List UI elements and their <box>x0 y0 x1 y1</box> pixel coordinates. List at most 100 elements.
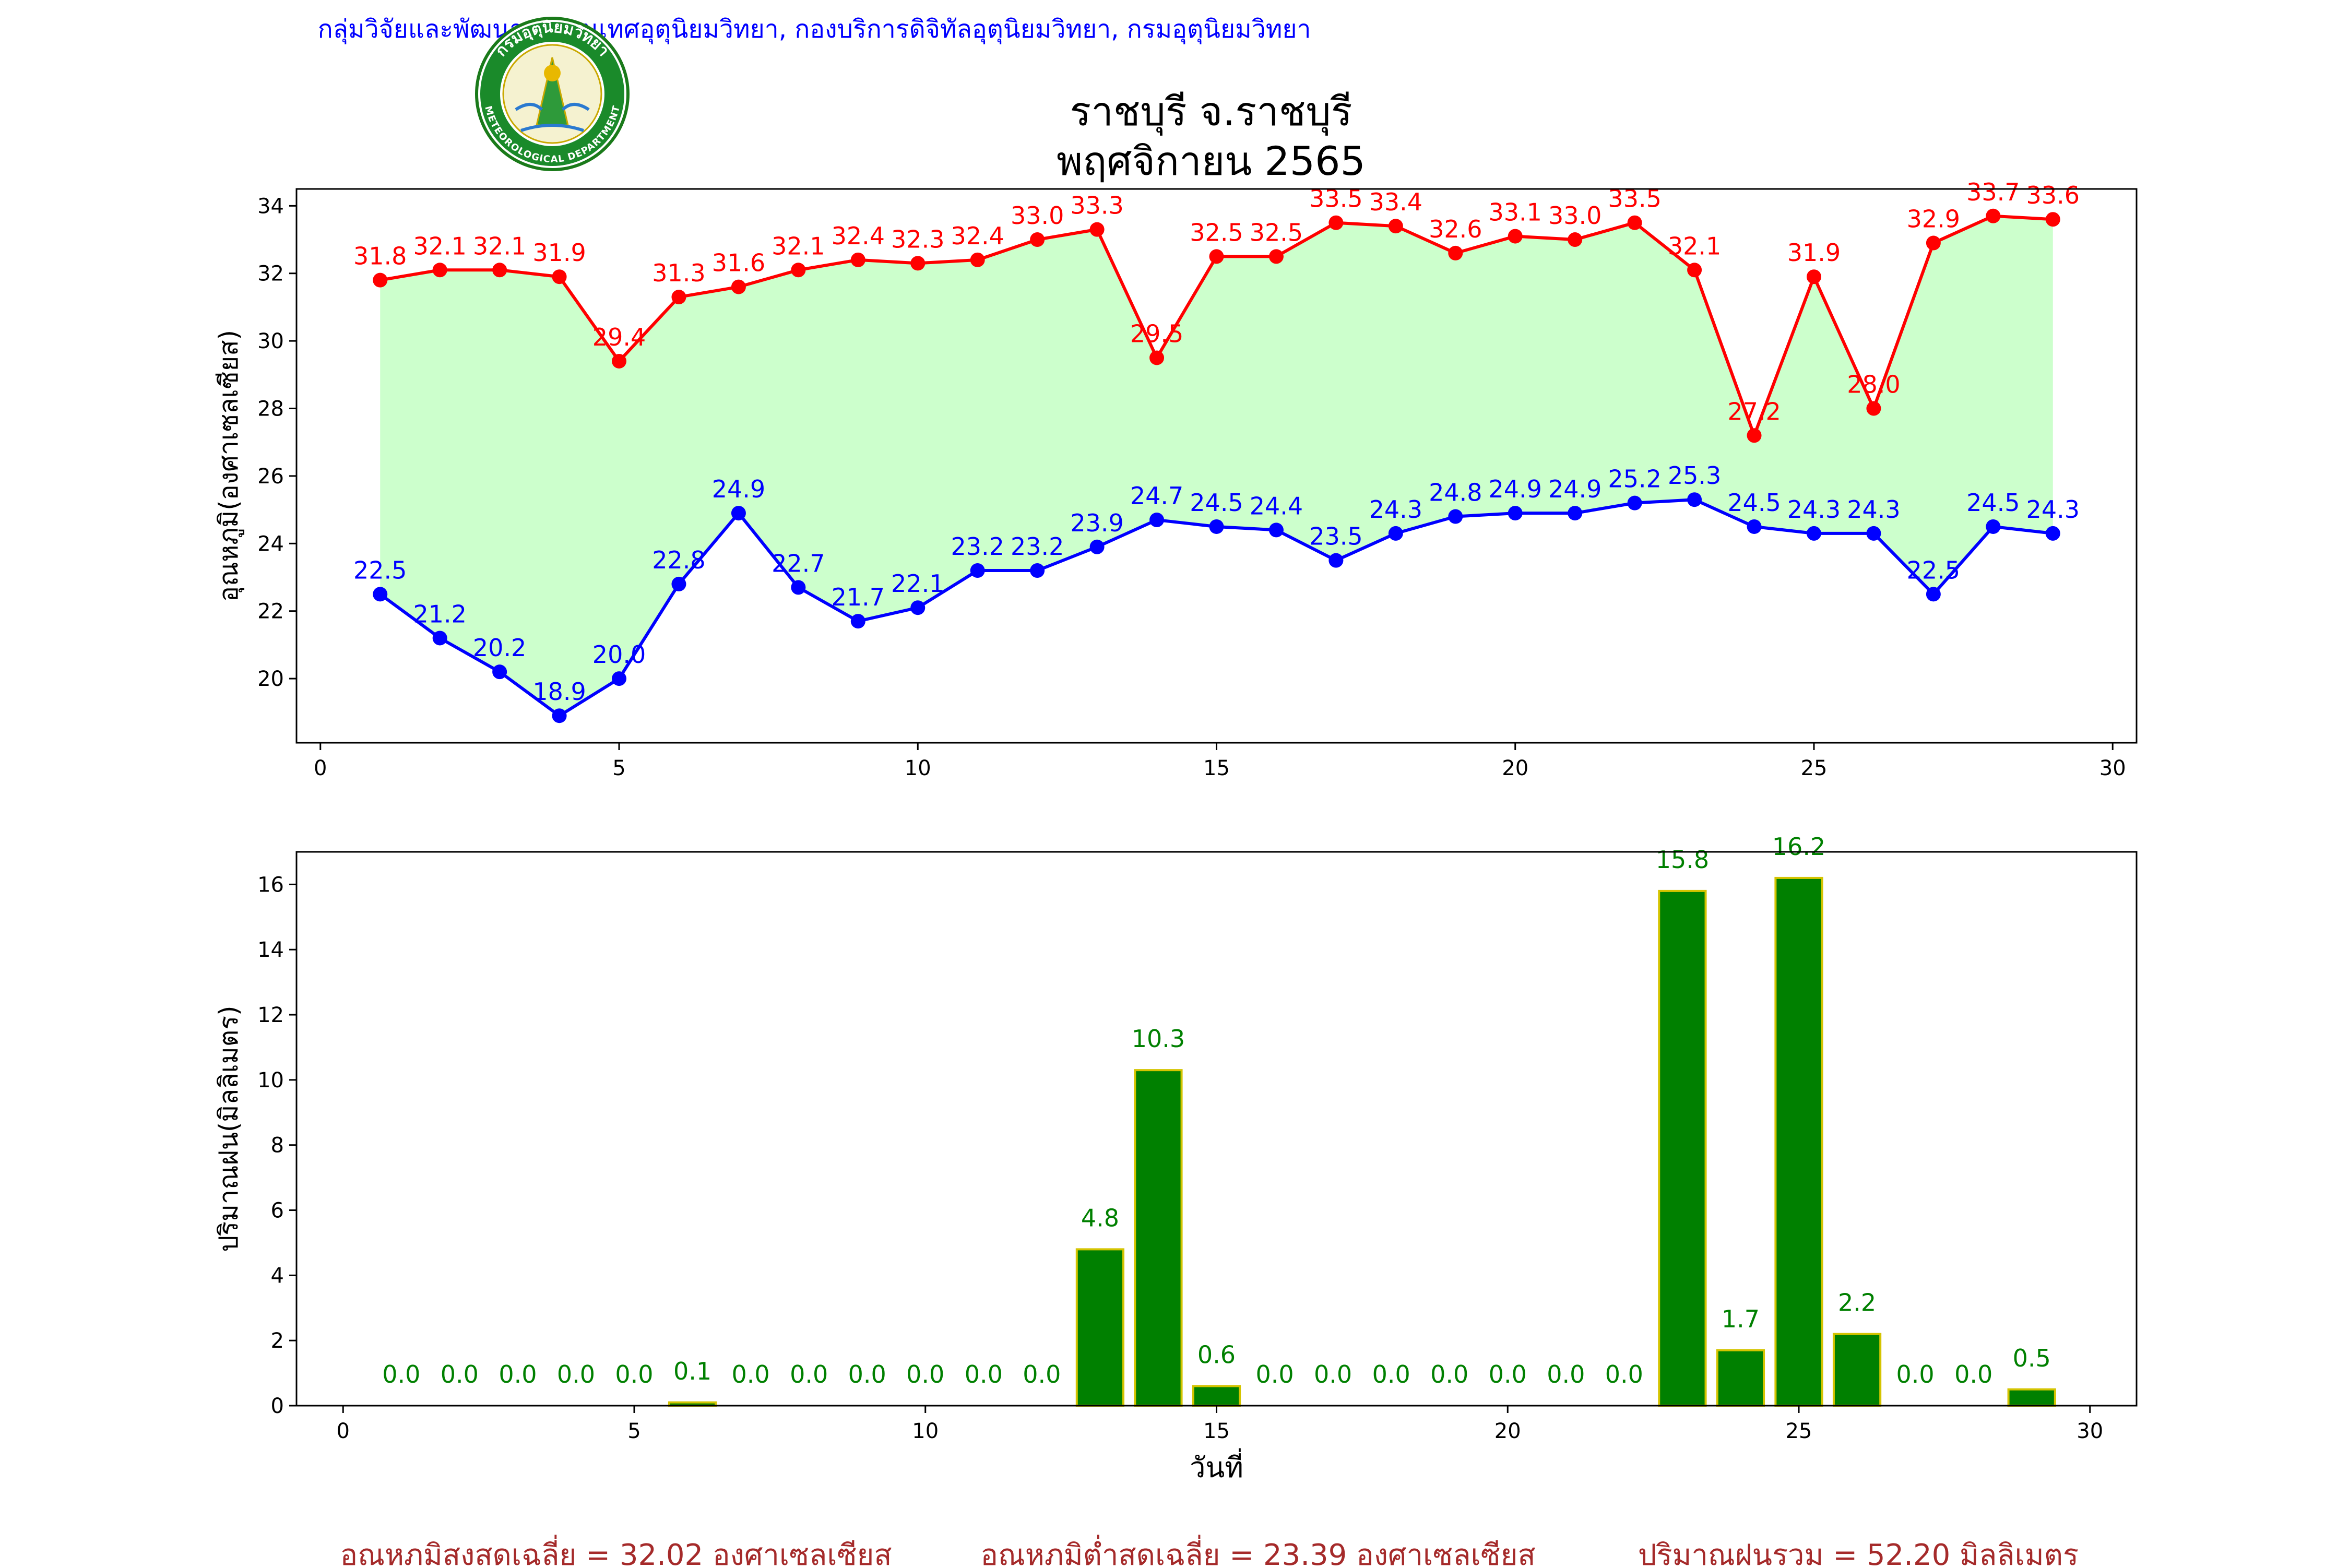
rain-bar-label: 0.0 <box>382 1360 420 1388</box>
temp-min-label: 23.2 <box>1011 532 1064 561</box>
rain-y-tick-label: 6 <box>271 1199 284 1223</box>
temp-y-tick-label: 22 <box>257 600 284 624</box>
rain-y-tick-label: 8 <box>271 1134 284 1158</box>
temp-max-point <box>970 252 985 267</box>
temp-min-label: 24.9 <box>1548 475 1601 503</box>
temp-min-point <box>2045 526 2060 541</box>
rain-x-tick-label: 20 <box>1494 1419 1521 1443</box>
temp-max-label: 32.1 <box>1668 232 1721 260</box>
temp-min-point <box>1747 519 1762 534</box>
temp-max-point <box>1448 245 1463 260</box>
temp-max-point <box>2045 212 2060 227</box>
temp-min-label: 22.5 <box>1907 556 1960 584</box>
temp-min-label: 24.5 <box>1966 489 2020 517</box>
rain-x-tick-label: 25 <box>1786 1419 1812 1443</box>
temp-min-point <box>1508 506 1523 521</box>
temp-min-label: 22.5 <box>353 556 407 584</box>
summary-avg-min: อุณหภูมิต่ำสุดเฉลี่ย = 23.39 องศาเซลเซีย… <box>980 1535 1535 1566</box>
rain-bar <box>1716 1349 1765 1407</box>
temp-max-point <box>850 252 865 267</box>
temp-min-label: 24.3 <box>1847 495 1900 524</box>
temp-max-label: 33.4 <box>1369 188 1422 216</box>
temp-min-label: 23.9 <box>1070 509 1123 537</box>
temp-max-point <box>1627 215 1642 230</box>
temp-min-label: 23.5 <box>1309 522 1362 551</box>
temp-min-label: 24.8 <box>1429 479 1482 507</box>
temp-max-label: 31.9 <box>1787 239 1841 267</box>
temp-max-label: 32.4 <box>951 222 1004 250</box>
temp-max-label: 32.5 <box>1250 218 1303 246</box>
temp-max-point <box>1568 232 1583 247</box>
temp-min-point <box>850 614 865 629</box>
rain-y-tick-label: 2 <box>271 1329 284 1353</box>
temp-max-point <box>731 279 746 294</box>
rain-x-tick-label: 5 <box>627 1419 640 1443</box>
temp-max-point <box>432 263 447 278</box>
rain-bar-label: 0.0 <box>790 1360 828 1388</box>
temp-min-label: 24.3 <box>1787 495 1841 524</box>
rain-x-tick-label: 0 <box>337 1419 350 1443</box>
rain-bar-label: 0.0 <box>1430 1360 1468 1388</box>
temp-max-label: 28.0 <box>1847 371 1900 399</box>
rain-bar-label: 0.0 <box>557 1360 595 1388</box>
temp-x-tick-label: 15 <box>1203 756 1230 780</box>
meteorological-department-logo: กรมอุตุนิยมวิทยา METEOROLOGICAL DEPARTME… <box>475 17 630 171</box>
temp-min-point <box>1149 513 1165 528</box>
rain-bar <box>1658 889 1707 1407</box>
temp-x-tick-label: 20 <box>1502 756 1528 780</box>
temp-max-point <box>1747 428 1762 443</box>
rainfall-chart: 0.0 0.0 0.0 0.0 0.0 0.1 0.0 0.0 0.0 0.0 0.0 0.0 4.8 1… <box>213 833 2138 1484</box>
temp-min-point <box>970 563 985 578</box>
rain-bar-label: 0.0 <box>906 1360 944 1388</box>
temp-max-label: 31.9 <box>532 239 586 267</box>
temp-min-label: 18.9 <box>532 678 586 706</box>
temp-min-label: 24.7 <box>1130 482 1183 510</box>
rain-y-tick-label: 10 <box>257 1068 284 1092</box>
temp-min-point <box>1926 587 1941 602</box>
temp-min-label: 22.8 <box>652 546 705 574</box>
temp-min-label: 24.5 <box>1190 489 1243 517</box>
temp-max-label: 32.3 <box>891 225 944 253</box>
rain-bar-label: 0.0 <box>1314 1360 1352 1388</box>
temp-min-point <box>910 600 926 615</box>
temp-max-label: 31.6 <box>712 249 765 277</box>
temp-min-label: 22.7 <box>772 549 825 577</box>
rain-bar-label: 0.0 <box>1489 1360 1527 1388</box>
temp-min-label: 24.3 <box>2026 495 2080 524</box>
temp-max-point <box>791 263 806 278</box>
rain-x-tick-label: 15 <box>1203 1419 1230 1443</box>
rain-bar <box>2007 1388 2056 1407</box>
temp-max-point <box>1328 215 1344 230</box>
rain-bar <box>1075 1248 1125 1407</box>
rain-y-tick-label: 0 <box>271 1394 284 1418</box>
temp-max-label: 32.1 <box>473 232 526 260</box>
temp-min-label: 24.4 <box>1250 492 1303 520</box>
rain-bar <box>1192 1385 1241 1407</box>
temp-max-point <box>910 256 926 271</box>
temp-min-label: 21.2 <box>413 600 466 628</box>
rain-x-tick-label: 10 <box>912 1419 939 1443</box>
temp-x-tick-label: 0 <box>314 756 327 780</box>
temp-max-point <box>1149 350 1165 365</box>
temp-min-point <box>373 587 388 602</box>
rain-y-axis-label: ปริมาณฝน(มิลลิเมตร) <box>213 1005 244 1252</box>
temp-max-point <box>1268 249 1284 264</box>
temp-max-point <box>1030 232 1045 247</box>
temp-min-point <box>1627 495 1642 510</box>
temp-y-tick-label: 24 <box>257 532 284 556</box>
temp-min-point <box>731 506 746 521</box>
rain-bar-label: 0.0 <box>848 1360 886 1388</box>
temp-max-point <box>373 272 388 288</box>
temp-max-label: 32.1 <box>772 232 825 260</box>
temp-max-label: 31.3 <box>652 259 705 287</box>
rain-axes-frame <box>295 851 2138 1407</box>
temp-max-point <box>1209 249 1224 264</box>
temp-min-point <box>1268 522 1284 538</box>
rain-bar-label: 0.0 <box>1255 1360 1294 1388</box>
temp-max-point <box>1388 219 1403 234</box>
temperature-chart: 31.8 32.1 32.1 31.929.431.3 31.632.1 32.4 32.3… <box>213 178 2138 780</box>
temp-min-point <box>1806 526 1821 541</box>
temp-max-label: 32.5 <box>1190 218 1243 246</box>
temp-x-tick-label: 30 <box>2099 756 2126 780</box>
